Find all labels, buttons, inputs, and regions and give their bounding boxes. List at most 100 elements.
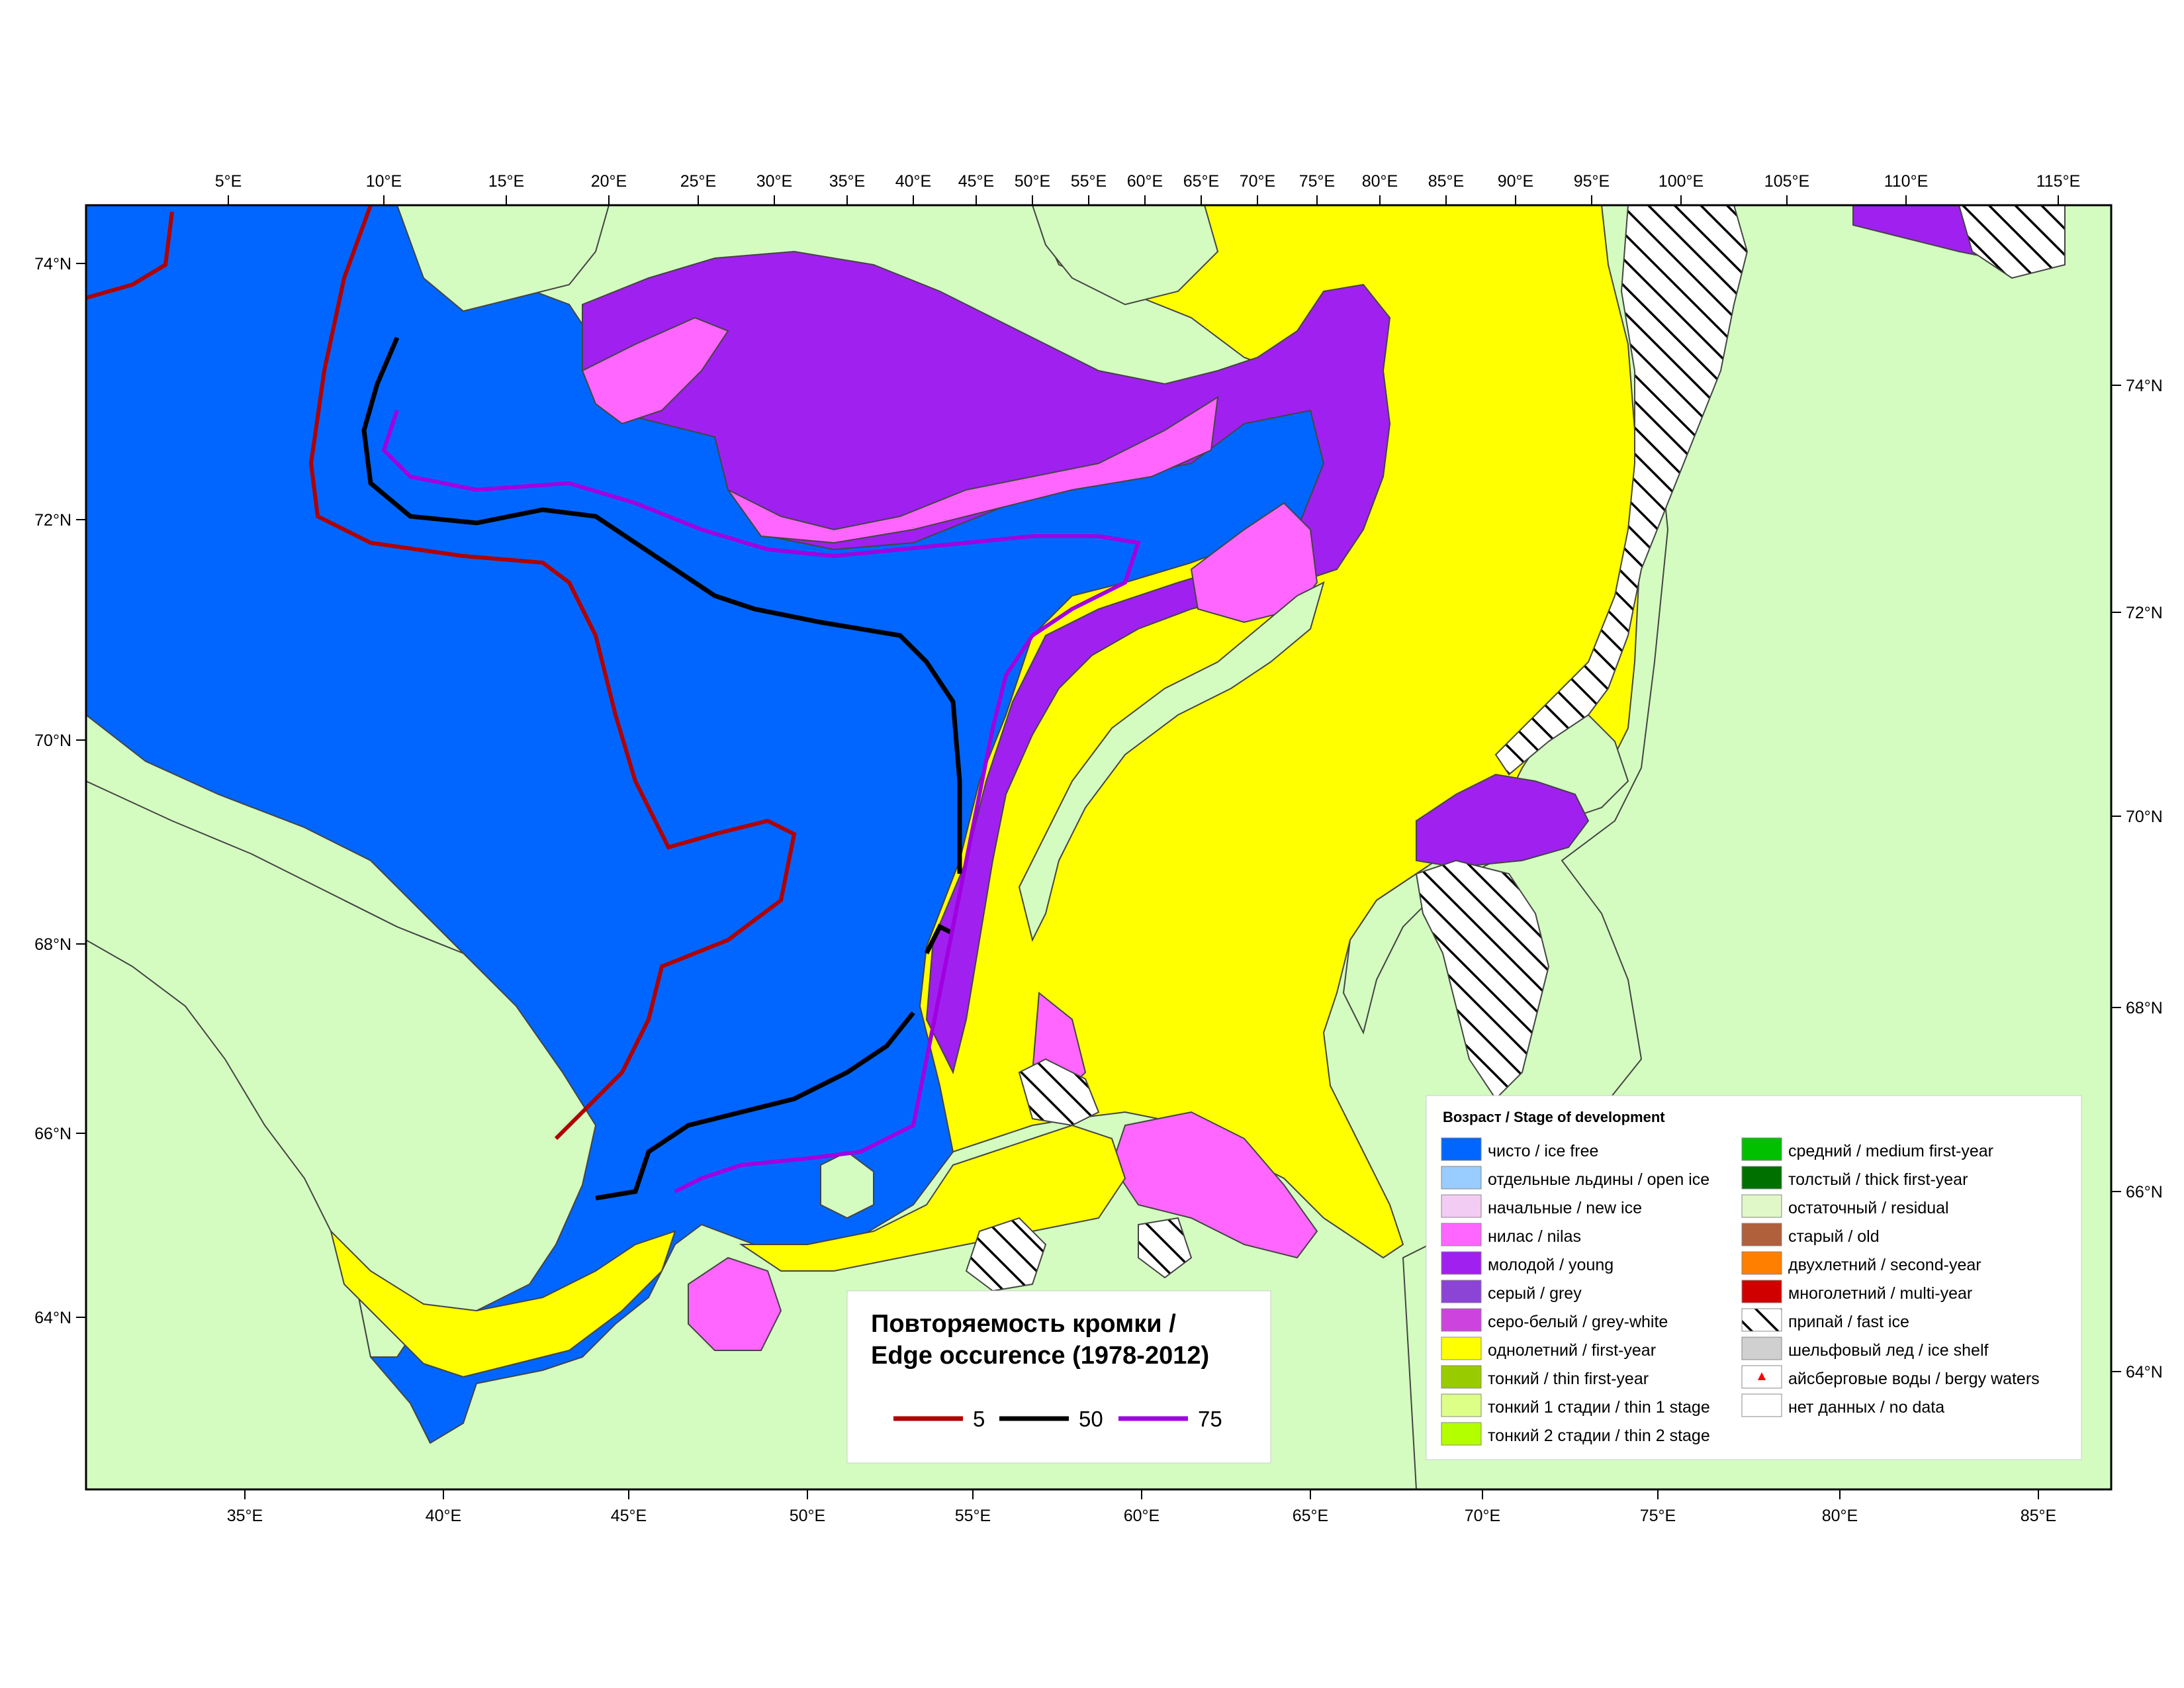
top-lon-label: 115°E xyxy=(2036,172,2081,191)
stage-legend-swatch xyxy=(1741,1166,1782,1190)
bottom-lon-label: 75°E xyxy=(1640,1507,1676,1525)
stage-legend-label: начальные / new ice xyxy=(1488,1199,1642,1217)
stage-legend-label: чисто / ice free xyxy=(1488,1142,1598,1160)
novaya-zemlya-land xyxy=(1018,581,1325,942)
stage-legend-label: многолетний / multi-year xyxy=(1788,1284,1972,1303)
left-latitude-labels: 74°N 72°N 70°N 68°N 66°N 64°N xyxy=(34,255,86,1327)
top-lon-label: 60°E xyxy=(1127,172,1163,191)
bottom-lon-label: 50°E xyxy=(790,1507,825,1525)
stage-legend-label: нилас / nilas xyxy=(1488,1227,1581,1246)
stage-legend-swatch xyxy=(1741,1336,1782,1360)
stage-legend-swatch xyxy=(1441,1223,1482,1246)
top-lon-label: 5°E xyxy=(215,172,242,191)
top-lon-label: 20°E xyxy=(591,172,627,191)
stage-legend-label: тонкий 1 стадии / thin 1 stage xyxy=(1488,1398,1710,1417)
stage-legend-swatch xyxy=(1741,1280,1782,1303)
top-lon-label: 95°E xyxy=(1574,172,1610,191)
stage-of-development-legend: Возраст / Stage of development чисто / i… xyxy=(1426,1095,2082,1460)
top-lon-label: 65°E xyxy=(1183,172,1219,191)
right-latitude-labels: 74°N 72°N 70°N 68°N 66°N 64°N xyxy=(2111,377,2163,1382)
top-lon-label: 50°E xyxy=(1015,172,1050,191)
stage-legend-swatch xyxy=(1441,1251,1482,1275)
top-longitude-labels: 5°E 10°E 15°E 20°E 25°E 30°E 35°E 40°E 45°E 50°E 5… xyxy=(215,172,2081,205)
kola-land xyxy=(86,714,464,954)
top-lon-label: 80°E xyxy=(1362,172,1398,191)
bottom-lon-label: 35°E xyxy=(227,1507,263,1525)
stage-legend-swatch xyxy=(1741,1251,1782,1275)
top-lon-label: 100°E xyxy=(1659,172,1704,191)
fast-ice-pechora xyxy=(965,1217,1047,1292)
nilas-area-east xyxy=(1190,502,1318,624)
stage-legend-swatch xyxy=(1741,1137,1782,1161)
edge-legend-label: 50 xyxy=(1079,1407,1103,1431)
stage-legend-label: припай / fast ice xyxy=(1788,1313,1909,1331)
stage-legend-label: остаточный / residual xyxy=(1788,1199,1949,1217)
stage-legend-label: старый / old xyxy=(1788,1227,1880,1246)
top-lon-label: 70°E xyxy=(1240,172,1275,191)
bottom-lon-label: 80°E xyxy=(1822,1507,1858,1525)
edge-legend-title-line1: Повторяемость кромки / xyxy=(871,1310,1176,1338)
edge-line-5 xyxy=(86,205,797,1141)
map-frame xyxy=(85,204,2113,1491)
edge-line-75 xyxy=(381,410,1141,1194)
nilas-area-mid xyxy=(727,396,1219,544)
right-lat-label: 70°N xyxy=(2126,808,2163,826)
edge-legend-label: 75 xyxy=(1198,1407,1222,1431)
stage-legend-label: двухлетний / second-year xyxy=(1788,1256,1981,1274)
stage-legend-swatch xyxy=(1741,1308,1782,1332)
bottom-lon-label: 65°E xyxy=(1293,1507,1328,1525)
top-lon-label: 10°E xyxy=(366,172,402,191)
top-lon-label: 40°E xyxy=(895,172,931,191)
bottom-lon-label: 40°E xyxy=(426,1507,461,1525)
fast-ice-ne-corner xyxy=(1958,205,2066,279)
edge-legend-title-line2: Edge occurence (1978-2012) xyxy=(871,1342,1209,1370)
left-lat-label: 64°N xyxy=(34,1309,71,1327)
fast-ice-gulf xyxy=(1415,859,1550,1100)
nilas-area-whitesea xyxy=(688,1256,782,1351)
stage-legend-label: отдельные льдины / open ice xyxy=(1488,1170,1709,1189)
top-lon-label: 75°E xyxy=(1299,172,1335,191)
stage-legend-label: однолетний / first-year xyxy=(1488,1341,1656,1360)
top-lon-label: 45°E xyxy=(958,172,994,191)
stage-legend-swatch xyxy=(1441,1422,1482,1446)
edge-line-50 xyxy=(361,336,962,1201)
bergy-water-icon xyxy=(1758,1372,1766,1380)
stage-legend-swatch xyxy=(1441,1137,1482,1161)
bottom-lon-label: 85°E xyxy=(2021,1507,2056,1525)
left-lat-label: 70°N xyxy=(34,731,71,750)
stage-legend-swatch xyxy=(1441,1194,1482,1218)
stage-legend-label: молодой / young xyxy=(1488,1256,1614,1274)
stage-legend-label: тонкий 2 стадии / thin 2 stage xyxy=(1488,1427,1710,1445)
stage-legend-label: айсберговые воды / bergy waters xyxy=(1788,1370,2040,1388)
stage-legend-label: нет данных / no data xyxy=(1788,1398,1944,1417)
stage-legend-swatch xyxy=(1741,1194,1782,1218)
stage-legend-label: средний / medium first-year xyxy=(1788,1142,1993,1160)
bottom-lon-label: 70°E xyxy=(1465,1507,1500,1525)
right-lat-label: 74°N xyxy=(2126,377,2163,395)
left-lat-label: 66°N xyxy=(34,1125,71,1143)
stage-legend-label: серый / grey xyxy=(1488,1284,1582,1303)
top-lon-label: 90°E xyxy=(1498,172,1533,191)
right-lat-label: 72°N xyxy=(2126,604,2163,622)
stage-legend-label: серо-белый / grey-white xyxy=(1488,1313,1668,1331)
fast-ice-area xyxy=(1494,205,1749,776)
stage-legend-label: шельфовый лед / ice shelf xyxy=(1788,1341,1989,1360)
top-lon-label: 85°E xyxy=(1428,172,1464,191)
fast-ice-yugor xyxy=(1138,1217,1193,1279)
fast-ice-kara-south xyxy=(1018,1058,1100,1127)
left-lat-label: 68°N xyxy=(34,935,71,954)
bottom-longitude-labels: 35°E 40°E 45°E 50°E 55°E 60°E 65°E 70°E 75°E 80°E… xyxy=(227,1489,2056,1525)
stage-legend-swatch xyxy=(1441,1280,1482,1303)
left-lat-label: 72°N xyxy=(34,511,71,530)
top-lon-label: 110°E xyxy=(1884,172,1929,191)
top-lon-label: 30°E xyxy=(756,172,792,191)
stage-legend-swatch xyxy=(1741,1393,1782,1417)
first-year-ice-whitesea xyxy=(330,1229,676,1378)
stage-legend-swatch xyxy=(1741,1223,1782,1246)
stage-legend-swatch xyxy=(1441,1166,1482,1190)
nilas-area-north xyxy=(581,316,729,425)
first-year-ice-pechora xyxy=(739,1124,1126,1272)
stage-legend-swatch xyxy=(1441,1365,1482,1389)
stage-legend-swatch xyxy=(1441,1336,1482,1360)
bottom-lon-label: 55°E xyxy=(955,1507,991,1525)
